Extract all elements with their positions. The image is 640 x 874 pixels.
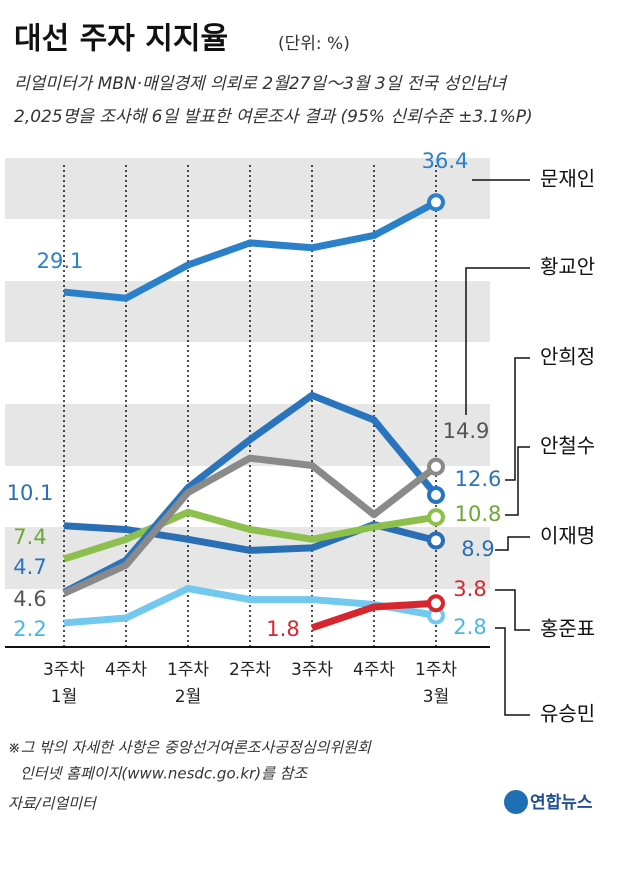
x-tick-label: 1월 — [51, 687, 77, 707]
series-line — [62, 454, 439, 597]
end-marker — [427, 486, 445, 505]
value-label: 2.8 — [453, 615, 486, 639]
x-tick-label: 4주차 — [353, 660, 395, 680]
legend-label: 안철수 — [540, 434, 595, 458]
value-label: 4.7 — [13, 555, 46, 579]
legend-label: 안희정 — [540, 345, 595, 369]
leader — [505, 357, 530, 481]
value-label: 10.8 — [455, 502, 502, 526]
end-marker — [427, 457, 445, 476]
legend-label: 문재인 — [540, 167, 595, 191]
value-label: 36.4 — [422, 149, 469, 173]
x-tick-label: 1주차 — [415, 660, 457, 680]
subtitle: 리얼미터가 MBN·매일경제 의뢰로 2월27일～3월 3일 전국 성인남녀 — [14, 74, 508, 94]
subtitle: 2,025명을 조사해 6일 발표한 여론조사 결과 (95% 신뢰수준 ±3.… — [14, 107, 533, 127]
value-label: 3.8 — [453, 577, 486, 601]
legend-label: 이재명 — [540, 524, 595, 548]
value-label: 14.9 — [443, 419, 490, 443]
x-tick-label: 2월 — [175, 687, 201, 707]
value-label: 1.8 — [266, 617, 299, 641]
x-tick-label: 2주차 — [229, 660, 271, 680]
legend-label: 홍준표 — [540, 617, 595, 641]
end-marker — [427, 531, 445, 550]
x-tick-label: 3주차 — [291, 660, 333, 680]
footnote: ※그 밖의 자세한 사항은 중앙선거여론조사공정심의위원회 — [8, 739, 372, 757]
x-tick-label: 3주차 — [43, 660, 85, 680]
x-tick-label: 3월 — [423, 687, 449, 707]
leader — [495, 589, 530, 631]
band — [5, 158, 490, 219]
footnote: 인터넷 홈페이지(www.nesdc.go.kr)를 참조 — [20, 765, 308, 783]
series-line — [62, 508, 437, 563]
logo-icon — [504, 790, 528, 814]
value-label: 7.4 — [13, 525, 46, 549]
legend-label: 유승민 — [540, 702, 595, 726]
legend-label: 황교안 — [540, 255, 595, 279]
leaders — [465, 179, 530, 716]
leader — [495, 627, 530, 716]
logo: 연합뉴스 — [530, 792, 593, 813]
leader — [505, 446, 530, 516]
leader — [465, 267, 530, 415]
value-label: 12.6 — [455, 467, 502, 491]
value-label: 8.9 — [461, 537, 494, 561]
series-line — [63, 199, 438, 302]
unit: (단위: %) — [278, 34, 350, 54]
value-label: 2.2 — [13, 617, 46, 641]
end-marker — [427, 193, 445, 212]
source: 자료/리얼미터 — [8, 795, 98, 813]
chart-title: 대선 주자 지지율 — [14, 22, 228, 57]
value-label: 29.1 — [37, 249, 84, 273]
value-label: 10.1 — [7, 481, 54, 505]
end-marker — [427, 594, 445, 613]
series-line — [310, 599, 437, 632]
value-label: 4.6 — [13, 587, 46, 611]
leader — [495, 536, 530, 551]
x-tick-label: 4주차 — [105, 660, 147, 680]
end-marker — [427, 508, 445, 527]
x-tick-label: 1주차 — [167, 660, 209, 680]
